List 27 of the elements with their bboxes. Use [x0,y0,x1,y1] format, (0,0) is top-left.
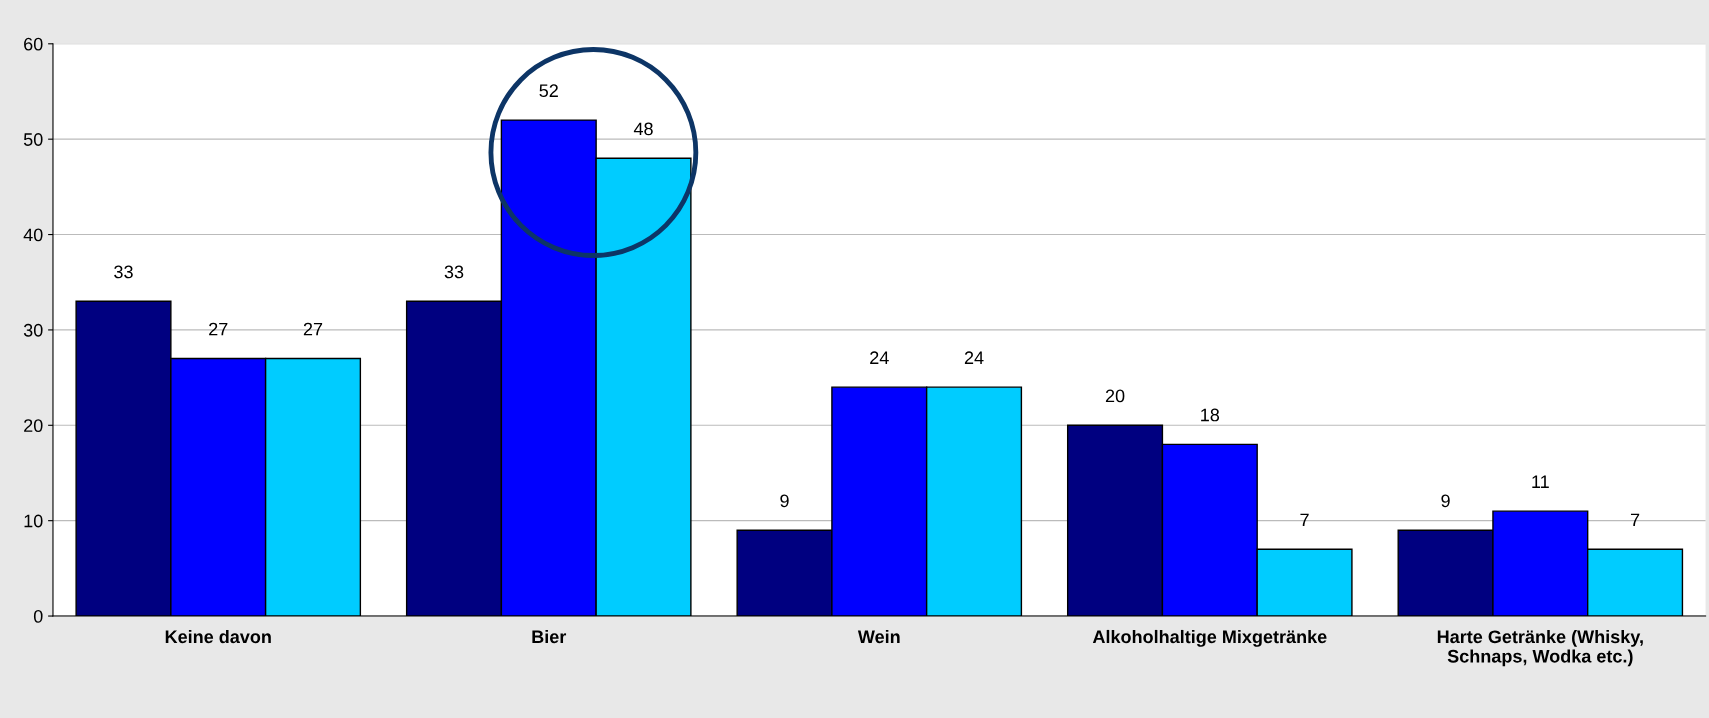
data-label: 27 [209,322,228,336]
data-label: 18 [1201,408,1220,422]
y-tick-label: 50 [23,133,43,146]
x-tick-label: Alkoholhaltige Mixgetränke [1092,629,1327,647]
data-label: 48 [633,122,653,136]
data-label: 9 [1441,494,1450,508]
data-label: 33 [444,265,464,279]
x-tick-label: Wein [857,629,900,644]
y-tick-label: 20 [24,419,43,433]
y-tick-label: 0 [33,609,43,623]
y-tick-label: 30 [23,323,43,337]
y-tick-label: 10 [24,514,43,528]
data-label: 11 [1532,475,1549,488]
x-tick-label: Bier [532,629,567,644]
x-tick-label: Harte Getränke (Whisky, Schnaps, Wodka etc.) [1437,629,1643,667]
data-label: 20 [1105,389,1125,403]
data-label: 33 [114,265,133,279]
y-tick-label: 40 [23,228,43,242]
x-tick-label: Keine davon [165,629,271,644]
y-tick-label: 60 [24,37,43,51]
data-label: 52 [539,84,558,98]
data-label: 24 [870,351,889,364]
data-label: 24 [964,351,984,364]
data-label: 7 [1630,513,1640,527]
data-label: 7 [1300,513,1309,527]
data-label: 9 [780,494,789,508]
data-label: 27 [303,322,323,336]
